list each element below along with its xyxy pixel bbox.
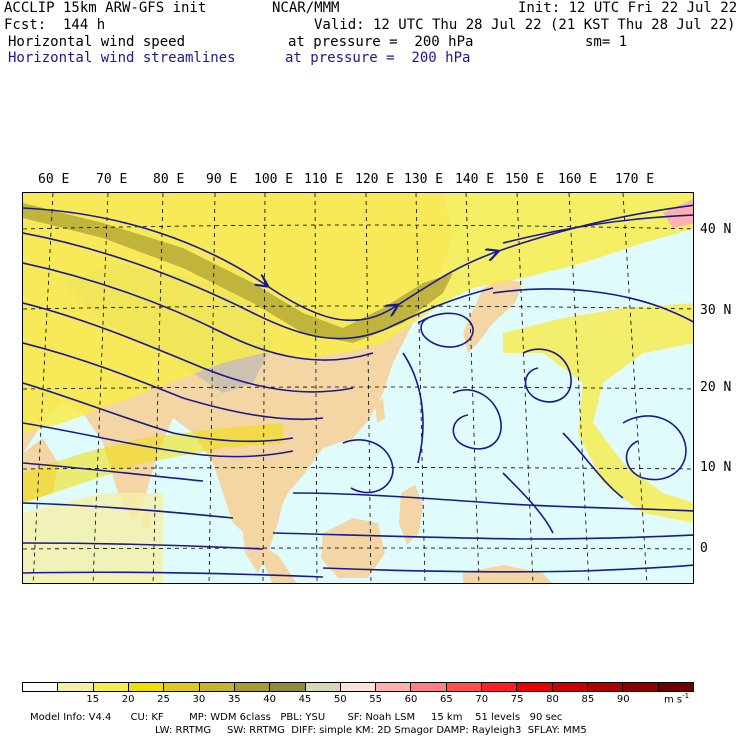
colorbar-tick-label: 90 (616, 694, 630, 705)
land-sumatra (255, 543, 297, 583)
lon-label: 150 E (505, 172, 545, 187)
colorbar-cell (340, 683, 377, 691)
valid-time: Valid: 12 UTC Thu 28 Jul 22 (21 KST Thu … (314, 17, 736, 33)
colorbar-cell (199, 683, 235, 691)
land-philippines (399, 485, 423, 545)
land-indochina (233, 443, 285, 573)
colorbar-cell (270, 683, 306, 691)
lon-label: 110 E (304, 172, 344, 187)
streamlines (23, 204, 693, 578)
footer-line2: LW: RRTMG SW: RRTMG DIFF: simple KM: 2D … (155, 725, 587, 736)
jet-band-east (503, 303, 693, 523)
colorbar-tick-label: 20 (121, 694, 135, 705)
colorbar (22, 682, 694, 692)
colorbar-cell (305, 683, 341, 691)
lon-label: 120 E (355, 172, 395, 187)
colorbar-tick-label: 75 (510, 694, 524, 705)
colorbar-cell (552, 683, 588, 691)
pressure1-label: at pressure = 200 hPa (288, 34, 474, 50)
colorbar-cell (376, 683, 412, 691)
colorbar-cell (658, 683, 693, 691)
colorbar-tick-label: 25 (157, 694, 170, 705)
land-taiwan (375, 398, 385, 423)
colorbar-tick-label: 30 (192, 694, 206, 705)
lon-label: 70 E (96, 172, 128, 187)
colorbar-cell (411, 683, 447, 691)
init-time: Init: 12 UTC Fri 22 Jul 22 (518, 0, 738, 16)
land-new-guinea (463, 565, 552, 583)
colorbar-cell (446, 683, 483, 691)
lon-label: 140 E (455, 172, 495, 187)
colorbar-tick-label: 85 (581, 694, 595, 705)
colorbar-cell (128, 683, 165, 691)
colorbar-cell (588, 683, 624, 691)
wind-map (23, 193, 693, 583)
colorbar-cell (482, 683, 518, 691)
lat-label: 30 N (700, 303, 732, 318)
colorbar-tick-label: 70 (475, 694, 489, 705)
colorbar-tick-label: 45 (298, 694, 312, 705)
jet-band-south (23, 423, 283, 503)
colorbar-cell (164, 683, 200, 691)
colorbar-tick-label: 60 (404, 694, 418, 705)
forecast-hour: Fcst: 144 h (4, 17, 106, 33)
field1-label: Horizontal wind speed (8, 34, 186, 50)
colorbar-tick-label: 15 (86, 694, 100, 705)
smoothing-label: sm= 1 (585, 34, 628, 50)
colorbar-cell (23, 683, 59, 691)
colorbar-tick-label: 35 (227, 694, 241, 705)
lon-label: 90 E (206, 172, 238, 187)
lon-label: 170 E (615, 172, 655, 187)
lon-label: 100 E (254, 172, 294, 187)
colorbar-tick-label: 65 (440, 694, 453, 705)
lat-label: 10 N (700, 460, 732, 475)
footer-line1: Model Info: V4.4 CU: KF MP: WDM 6class P… (30, 712, 563, 723)
colorbar-cell (517, 683, 553, 691)
colorbar-cell (58, 683, 94, 691)
org-label: NCAR/MMM (272, 0, 340, 16)
lon-label: 130 E (404, 172, 444, 187)
pressure2-label: at pressure = 200 hPa (285, 50, 471, 66)
lon-label: 160 E (558, 172, 598, 187)
colorbar-cell (234, 683, 271, 691)
lat-label: 20 N (700, 380, 732, 395)
jet-core (23, 203, 453, 343)
colorbar-tick-label: 40 (263, 694, 276, 705)
colorbar-tick-label: 80 (546, 694, 559, 705)
speed-band-southwest (23, 493, 163, 583)
colorbar-tick-label: 55 (369, 694, 383, 705)
model-title: ACCLIP 15km ARW-GFS init (4, 0, 207, 16)
field2-label: Horizontal wind streamlines (8, 50, 236, 66)
lat-label: 40 N (700, 222, 732, 237)
map-panel (22, 192, 694, 584)
colorbar-cell (623, 683, 659, 691)
lat-label: 0 (700, 541, 708, 556)
lon-label: 60 E (38, 172, 70, 187)
colorbar-tick-label: 50 (333, 694, 347, 705)
colorbar-unit: m s-1 (664, 692, 690, 706)
colorbar-cell (93, 683, 129, 691)
lon-label: 80 E (153, 172, 185, 187)
